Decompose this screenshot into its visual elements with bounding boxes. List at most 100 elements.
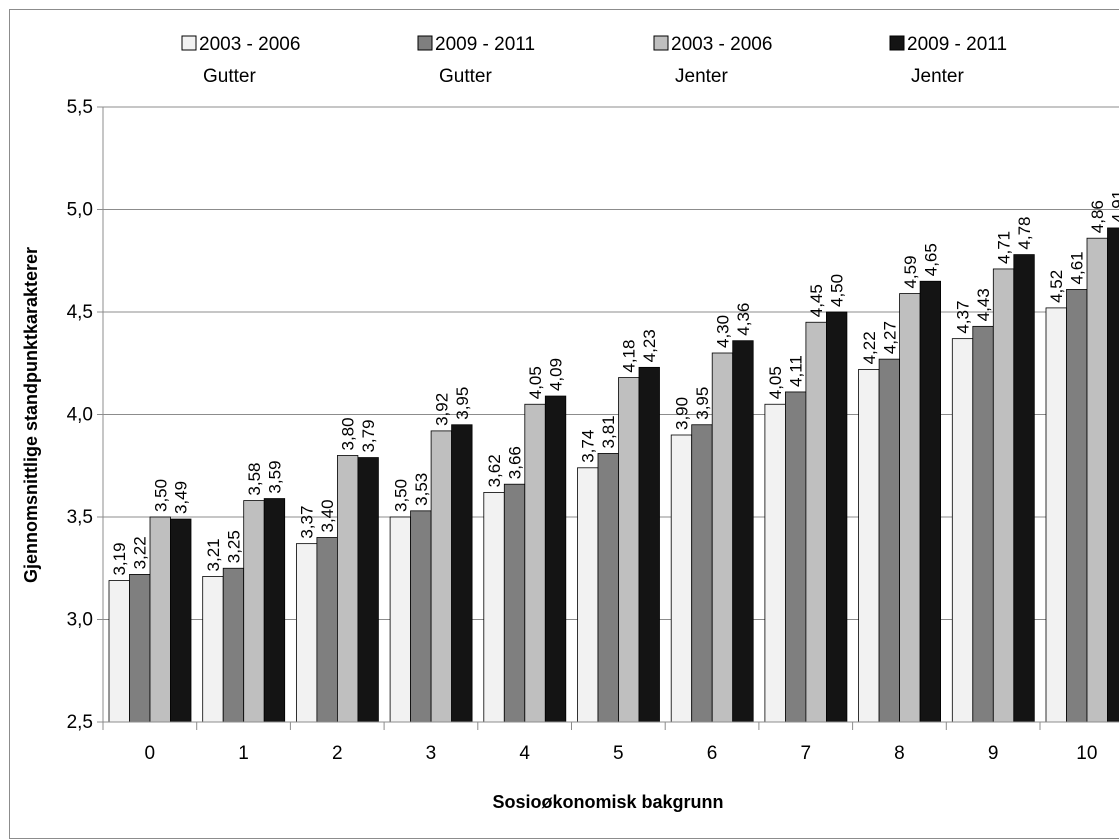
bar <box>765 404 786 722</box>
legend-label-period: 2009 - 2011 <box>435 34 535 55</box>
data-label: 3,37 <box>298 506 317 539</box>
data-label: 4,05 <box>766 366 785 399</box>
legend-label-group: Jenter <box>675 66 728 87</box>
bar <box>452 425 473 722</box>
data-label: 4,30 <box>713 315 732 348</box>
bar <box>785 392 806 722</box>
legend-swatch <box>182 36 196 50</box>
bar <box>578 468 599 722</box>
legend-label-group: Gutter <box>203 66 256 87</box>
data-label: 4,65 <box>921 243 940 276</box>
bar <box>859 369 880 722</box>
bar <box>598 453 619 722</box>
data-label: 3,66 <box>506 446 525 479</box>
x-tick-label: 2 <box>332 743 343 764</box>
bar <box>973 326 994 722</box>
data-label: 3,50 <box>391 479 410 512</box>
y-axis-ticks: 2,53,03,54,04,55,05,5 <box>67 97 103 733</box>
data-label: 4,36 <box>734 303 753 336</box>
x-tick-label: 7 <box>800 743 811 764</box>
y-tick-label: 4,5 <box>67 302 93 323</box>
data-label: 4,05 <box>526 366 545 399</box>
data-label: 4,61 <box>1068 251 1087 284</box>
x-tick-label: 3 <box>426 743 437 764</box>
data-label: 4,43 <box>974 288 993 321</box>
bar <box>109 581 130 722</box>
legend-label-group: Jenter <box>911 66 964 87</box>
data-label: 3,95 <box>453 387 472 420</box>
bar <box>244 501 265 722</box>
bar <box>317 538 338 723</box>
data-label: 4,91 <box>1109 190 1119 223</box>
bar <box>879 359 900 722</box>
data-label: 4,71 <box>995 231 1014 264</box>
legend-swatch <box>654 36 668 50</box>
bar <box>692 425 713 722</box>
legend-label-period: 2009 - 2011 <box>907 34 1007 55</box>
y-tick-label: 5,0 <box>67 200 93 221</box>
x-tick-label: 9 <box>988 743 999 764</box>
data-label: 4,11 <box>787 355 806 387</box>
data-label: 3,92 <box>432 393 451 426</box>
bar <box>920 281 941 722</box>
data-label: 4,22 <box>860 331 879 364</box>
bar <box>806 322 827 722</box>
data-label: 3,74 <box>579 430 598 463</box>
data-label: 3,58 <box>245 463 264 496</box>
data-label: 4,23 <box>640 329 659 362</box>
data-label: 4,18 <box>620 340 639 373</box>
bar <box>431 431 452 722</box>
bar <box>993 269 1014 722</box>
data-label: 4,59 <box>901 255 920 288</box>
legend-swatch <box>418 36 432 50</box>
bar <box>639 367 660 722</box>
y-tick-label: 2,5 <box>67 712 93 733</box>
data-label: 3,79 <box>359 419 378 452</box>
y-tick-label: 5,5 <box>67 97 93 118</box>
bar <box>390 517 411 722</box>
data-label: 4,52 <box>1047 270 1066 303</box>
bar <box>545 396 566 722</box>
bar <box>504 484 525 722</box>
bar <box>619 378 640 722</box>
bar <box>130 574 151 722</box>
data-label: 3,21 <box>204 538 223 571</box>
y-tick-label: 4,0 <box>67 405 93 426</box>
data-label: 3,59 <box>265 460 284 493</box>
bar <box>411 511 432 722</box>
bar <box>1087 238 1108 722</box>
data-label: 4,78 <box>1015 217 1034 250</box>
bar <box>264 499 285 722</box>
bar <box>150 517 171 722</box>
x-axis-title: Sosioøkonomisk bakgrunn <box>492 792 723 812</box>
legend-swatch <box>890 36 904 50</box>
data-label: 4,50 <box>828 274 847 307</box>
bar <box>900 294 921 722</box>
legend-label-period: 2003 - 2006 <box>671 34 772 55</box>
bar <box>358 458 379 722</box>
data-label: 3,22 <box>131 536 150 569</box>
data-label: 4,09 <box>547 358 566 391</box>
bar <box>712 353 733 722</box>
x-tick-label: 6 <box>707 743 718 764</box>
data-label: 3,53 <box>412 473 431 506</box>
data-label: 3,50 <box>151 479 170 512</box>
bar <box>484 492 505 722</box>
x-tick-label: 4 <box>519 743 530 764</box>
bar <box>203 576 224 722</box>
bar <box>826 312 847 722</box>
bar <box>223 568 244 722</box>
data-label: 3,40 <box>318 499 337 532</box>
x-tick-label: 0 <box>145 743 156 764</box>
data-label: 4,45 <box>807 284 826 317</box>
bar <box>1067 289 1088 722</box>
legend-label-period: 2003 - 2006 <box>199 34 300 55</box>
bar <box>525 404 546 722</box>
x-tick-label: 5 <box>613 743 624 764</box>
bar <box>1108 228 1119 722</box>
y-axis-title: Gjennomsnittlige standpunktkarakterer <box>21 247 41 583</box>
data-label: 3,81 <box>599 415 618 448</box>
